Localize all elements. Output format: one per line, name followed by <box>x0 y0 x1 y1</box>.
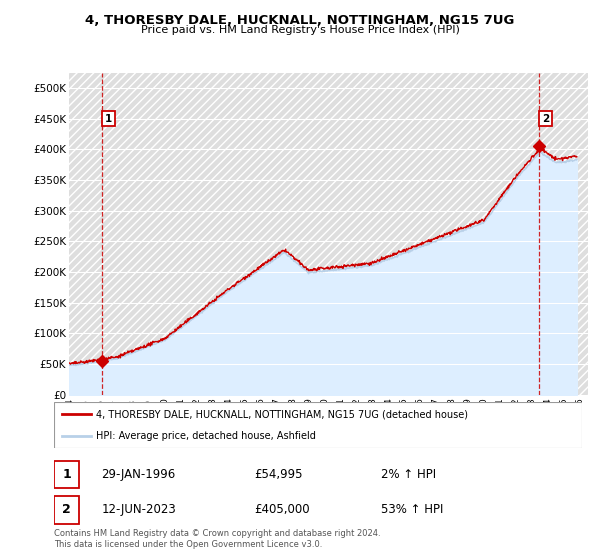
Text: 53% ↑ HPI: 53% ↑ HPI <box>382 503 444 516</box>
Text: 2: 2 <box>542 114 549 124</box>
Text: £405,000: £405,000 <box>254 503 310 516</box>
Text: 4, THORESBY DALE, HUCKNALL, NOTTINGHAM, NG15 7UG (detached house): 4, THORESBY DALE, HUCKNALL, NOTTINGHAM, … <box>96 409 468 419</box>
Text: HPI: Average price, detached house, Ashfield: HPI: Average price, detached house, Ashf… <box>96 431 316 441</box>
Text: 2: 2 <box>62 503 71 516</box>
FancyBboxPatch shape <box>54 496 79 524</box>
Text: Price paid vs. HM Land Registry's House Price Index (HPI): Price paid vs. HM Land Registry's House … <box>140 25 460 35</box>
Text: £54,995: £54,995 <box>254 468 303 481</box>
FancyBboxPatch shape <box>54 402 582 448</box>
Text: Contains HM Land Registry data © Crown copyright and database right 2024.
This d: Contains HM Land Registry data © Crown c… <box>54 529 380 549</box>
Text: 29-JAN-1996: 29-JAN-1996 <box>101 468 176 481</box>
Text: 1: 1 <box>62 468 71 481</box>
Text: 4, THORESBY DALE, HUCKNALL, NOTTINGHAM, NG15 7UG: 4, THORESBY DALE, HUCKNALL, NOTTINGHAM, … <box>85 14 515 27</box>
FancyBboxPatch shape <box>54 461 79 488</box>
Text: 2% ↑ HPI: 2% ↑ HPI <box>382 468 436 481</box>
Text: 12-JUN-2023: 12-JUN-2023 <box>101 503 176 516</box>
Text: 1: 1 <box>104 114 112 124</box>
